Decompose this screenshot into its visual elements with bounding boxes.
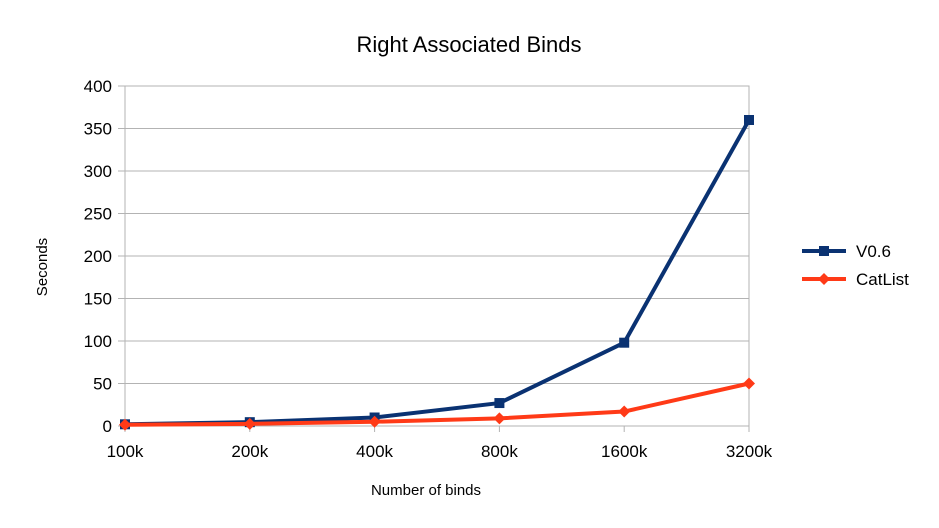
x-tick-label: 100k — [107, 442, 144, 461]
x-tick-label: 800k — [481, 442, 518, 461]
x-tick-label: 1600k — [601, 442, 648, 461]
x-axis-ticks: 100k 200k 400k 800k 1600k 3200k — [107, 426, 773, 461]
y-tick-label: 0 — [103, 417, 112, 436]
x-tick-label: 3200k — [726, 442, 773, 461]
y-tick-label: 400 — [84, 77, 112, 96]
x-axis-label: Number of binds — [371, 482, 481, 499]
gridlines — [125, 85, 749, 427]
data-point-catlist — [743, 377, 755, 390]
data-point-catlist — [243, 417, 256, 430]
y-axis-label: Seconds — [34, 238, 51, 296]
legend-item-catlist: CatList — [802, 270, 909, 289]
data-point-catlist — [119, 418, 131, 431]
data-point-v0-6 — [619, 337, 630, 348]
y-tick-label: 100 — [84, 332, 112, 351]
x-tick-label: 400k — [356, 442, 393, 461]
series-v0-6 — [120, 115, 754, 430]
data-point-v0-6 — [744, 115, 754, 125]
legend-swatch-marker — [818, 273, 830, 285]
y-tick-label: 50 — [93, 375, 112, 394]
y-tick-label: 350 — [84, 120, 112, 139]
y-tick-label: 250 — [84, 205, 112, 224]
y-tick-label: 300 — [84, 162, 112, 181]
y-axis-ticks: 0 50 100 150 200 250 300 350 400 — [84, 77, 125, 436]
x-tick-label: 200k — [231, 442, 268, 461]
series-lines — [119, 115, 755, 431]
legend-label: V0.6 — [856, 242, 891, 261]
legend: V0.6 CatList — [802, 242, 909, 289]
series-catlist — [119, 377, 755, 431]
legend-swatch-marker — [819, 246, 829, 256]
data-point-v0-6 — [494, 398, 505, 409]
chart-title: Right Associated Binds — [356, 32, 581, 57]
legend-label: CatList — [856, 270, 909, 289]
y-tick-label: 200 — [84, 247, 112, 266]
y-tick-label: 150 — [84, 290, 112, 309]
data-point-catlist — [368, 415, 381, 428]
data-point-catlist — [493, 412, 506, 425]
series-line-catlist — [123, 381, 751, 427]
data-point-catlist — [618, 405, 631, 418]
series-line-v0-6 — [123, 118, 751, 427]
legend-item-v0-6: V0.6 — [802, 242, 891, 261]
